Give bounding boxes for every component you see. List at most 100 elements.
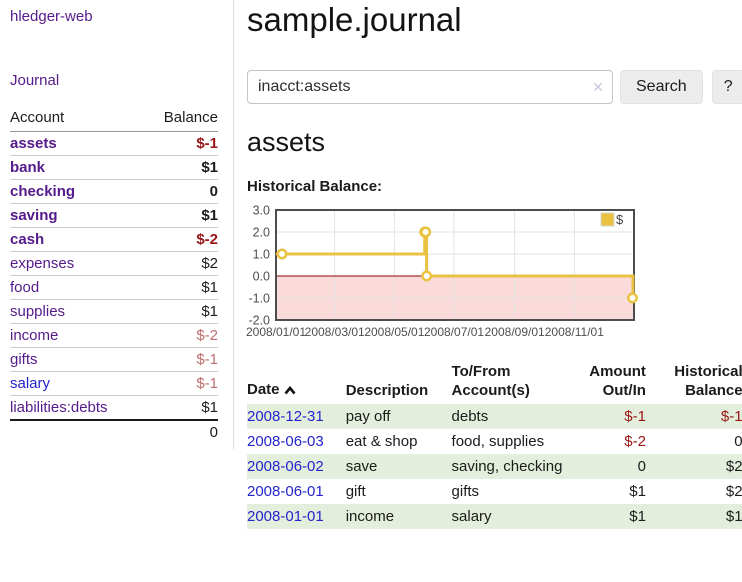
account-row: food $1: [10, 275, 218, 300]
account-link-food[interactable]: food: [10, 279, 40, 296]
accounts-total-value: 0: [143, 419, 218, 445]
transaction-date-link[interactable]: 2008-06-03: [247, 433, 324, 450]
main-content: sample.journal ✕ Search ? assets Histori…: [234, 0, 742, 529]
transaction-accounts: saving, checking: [451, 458, 563, 475]
register-row: 2008-06-01 gift gifts $1 $2: [247, 479, 742, 504]
historical-balance-chart: $3.0 2.0 1.0 0.0 -1.0 -2.02008/01/012008/03/0…: [246, 204, 638, 339]
transaction-accounts: food, supplies: [451, 433, 545, 450]
register-row: 2008-06-02 save saving, checking 0 $2: [247, 454, 742, 479]
register-header-accounts: To/From Account(s): [451, 363, 530, 399]
search-form: ✕ Search ?: [247, 70, 742, 104]
svg-text:2008/09/01: 2008/09/01: [485, 325, 545, 339]
svg-text:$: $: [616, 212, 624, 227]
transaction-amount: $-2: [624, 433, 646, 450]
transaction-amount: $1: [629, 508, 646, 525]
account-balance: $2: [143, 251, 218, 276]
account-row: expenses $2: [10, 251, 218, 276]
account-link-cash[interactable]: cash: [10, 231, 45, 248]
transaction-date-link[interactable]: 2008-06-01: [247, 483, 324, 500]
transaction-description: income: [345, 508, 395, 525]
account-heading: assets: [247, 127, 326, 157]
account-row: cash $-2: [10, 227, 218, 252]
transaction-amount: 0: [637, 458, 646, 475]
account-link-salary[interactable]: salary: [10, 375, 51, 392]
svg-text:0.0: 0.0: [253, 270, 270, 284]
register-header-amount: Amount Out/In: [589, 363, 646, 399]
transaction-date-link[interactable]: 2008-06-02: [247, 458, 324, 475]
svg-text:2008/11/01: 2008/11/01: [545, 325, 604, 339]
register-row: 2008-06-03 eat & shop food, supplies $-2…: [247, 429, 742, 454]
transaction-balance: $1: [725, 508, 742, 525]
transaction-date-link[interactable]: 2008-12-31: [247, 408, 324, 425]
account-link-saving[interactable]: saving: [10, 207, 58, 224]
svg-text:2008/05/01: 2008/05/01: [364, 325, 424, 339]
account-balance: 0: [143, 179, 218, 204]
register-row: 2008-01-01 income salary $1 $1: [247, 504, 742, 529]
svg-text:-1.0: -1.0: [248, 292, 270, 306]
account-balance: $1: [143, 155, 218, 180]
account-balance: $1: [143, 275, 218, 300]
transaction-accounts: debts: [451, 408, 489, 425]
search-button[interactable]: Search: [620, 70, 703, 104]
page-title: sample.journal: [247, 1, 462, 38]
transaction-description: gift: [345, 483, 366, 500]
transaction-accounts: salary: [451, 508, 492, 525]
svg-text:2.0: 2.0: [253, 226, 270, 240]
chart-title: Historical Balance:: [247, 178, 383, 195]
account-balance: $1: [143, 299, 218, 324]
help-button[interactable]: ?: [711, 70, 742, 104]
app-brand-link[interactable]: hledger-web: [10, 8, 93, 25]
account-link-bank[interactable]: bank: [10, 159, 46, 176]
search-input[interactable]: [247, 70, 613, 104]
account-balance: $-1: [143, 371, 218, 396]
clear-search-icon[interactable]: ✕: [592, 79, 604, 95]
svg-text:1.0: 1.0: [253, 248, 270, 262]
account-row: salary $-1: [10, 371, 218, 396]
account-link-income[interactable]: income: [10, 327, 59, 344]
account-balance: $1: [143, 395, 218, 421]
accounts-table: Account Balance assets $-1 bank $1 check…: [10, 109, 218, 445]
account-link-supplies[interactable]: supplies: [10, 303, 66, 320]
app-layout: hledger-web Journal Account Balance asse…: [0, 0, 742, 529]
svg-text:-2.0: -2.0: [248, 314, 270, 328]
account-balance: $-1: [143, 347, 218, 372]
svg-text:3.0: 3.0: [253, 204, 270, 218]
accounts-header-account: Account: [10, 109, 144, 132]
account-link-expenses[interactable]: expenses: [10, 255, 75, 272]
transaction-description: eat & shop: [345, 433, 418, 450]
transaction-amount: $1: [629, 483, 646, 500]
transaction-date-link[interactable]: 2008-01-01: [247, 508, 324, 525]
svg-text:2008/03/01: 2008/03/01: [305, 325, 365, 339]
account-balance: $-2: [143, 323, 218, 348]
account-row: income $-2: [10, 323, 218, 348]
accounts-total-row: 0: [10, 419, 218, 445]
account-row: liabilities:debts $1: [10, 395, 218, 421]
register-header-date[interactable]: Date: [247, 360, 346, 404]
account-link-gifts[interactable]: gifts: [10, 351, 38, 368]
account-link-assets[interactable]: assets: [10, 135, 57, 152]
register-row: 2008-12-31 pay off debts $-1 $-1: [247, 404, 742, 429]
account-balance: $-1: [143, 131, 218, 156]
account-link-liabilities-debts[interactable]: liabilities:debts: [10, 399, 108, 416]
transaction-description: pay off: [345, 408, 391, 425]
chevron-up-icon: [284, 381, 296, 400]
transaction-accounts: gifts: [451, 483, 480, 500]
svg-text:2008/01/01: 2008/01/01: [246, 325, 306, 339]
transaction-description: save: [345, 458, 378, 475]
transaction-amount: $-1: [624, 408, 646, 425]
accounts-header-balance: Balance: [143, 109, 218, 132]
account-balance: $-2: [143, 227, 218, 252]
sidebar: hledger-web Journal Account Balance asse…: [0, 0, 234, 449]
transaction-balance: 0: [734, 433, 742, 450]
account-row: bank $1: [10, 155, 218, 180]
sidebar-item-journal[interactable]: Journal: [10, 72, 60, 89]
account-row: gifts $-1: [10, 347, 218, 372]
account-row: assets $-1: [10, 131, 218, 156]
transaction-balance: $-1: [720, 408, 742, 425]
register-header-description: Description: [345, 382, 429, 399]
svg-text:2008/07/01: 2008/07/01: [424, 325, 484, 339]
account-row: saving $1: [10, 203, 218, 228]
account-balance: $1: [143, 203, 218, 228]
account-link-checking[interactable]: checking: [10, 183, 76, 200]
account-row: supplies $1: [10, 299, 218, 324]
